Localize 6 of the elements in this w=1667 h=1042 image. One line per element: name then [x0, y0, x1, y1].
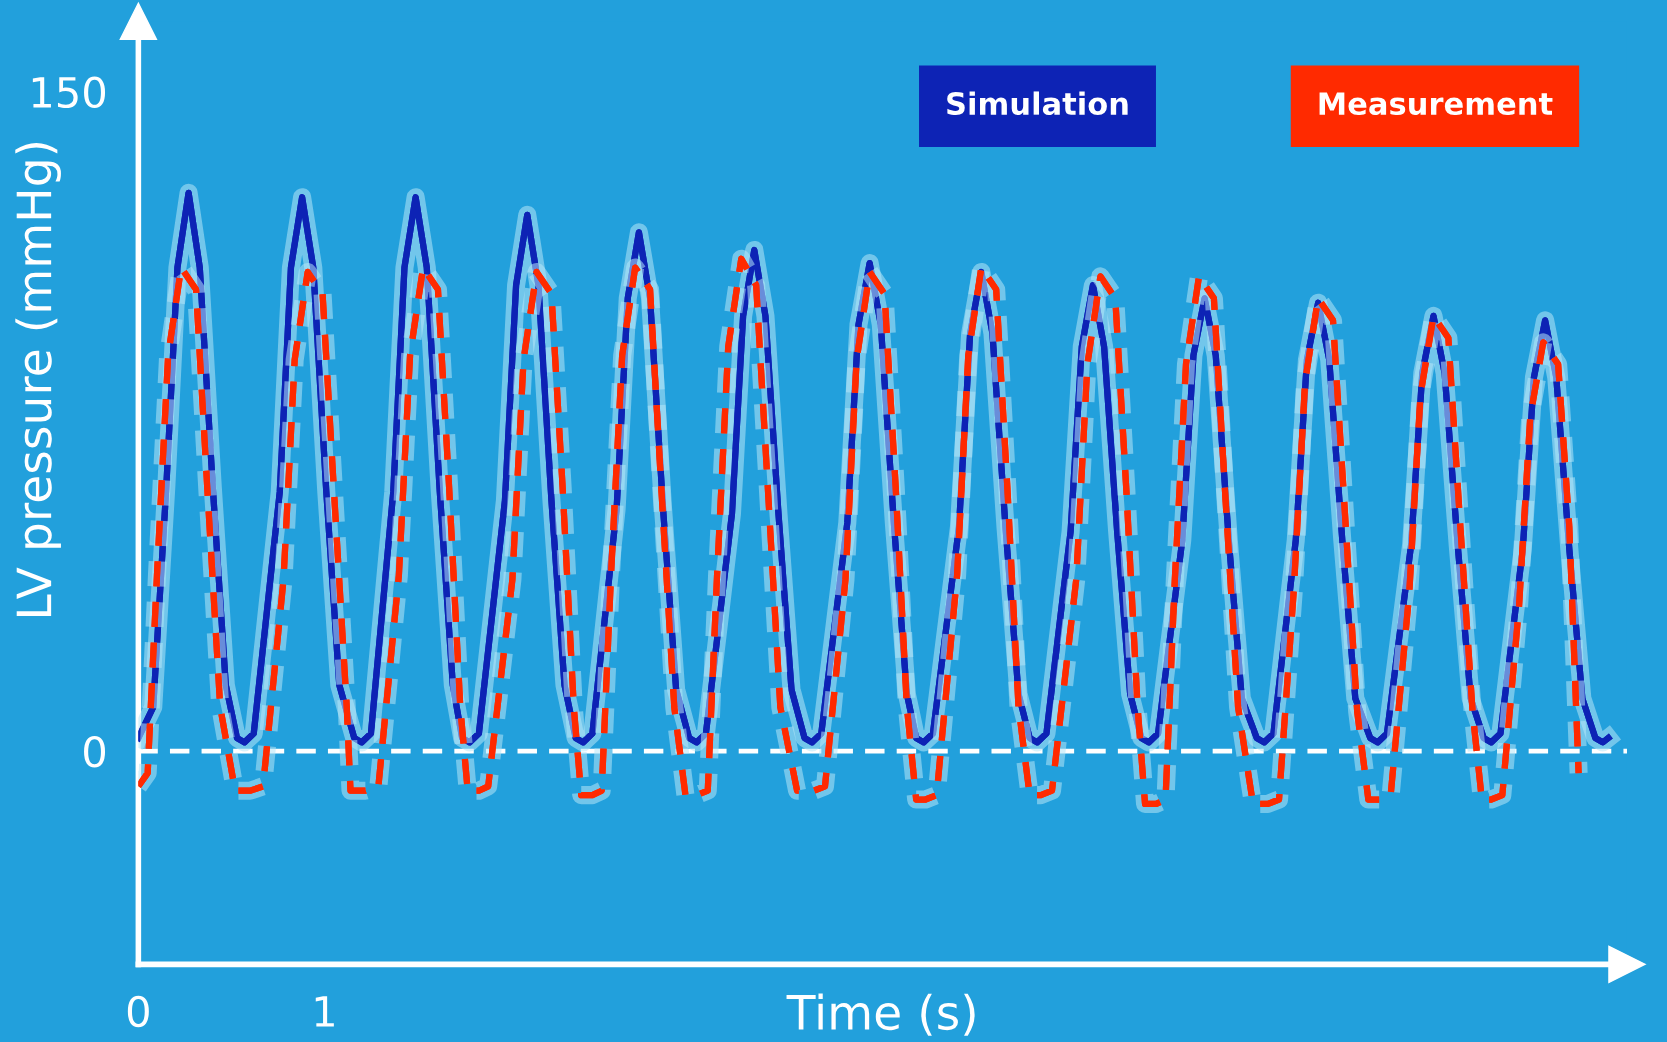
- y-tick-label: 150: [32, 76, 106, 109]
- y-axis-title: LV pressure (mmHg): [15, 142, 61, 616]
- x-tick-label: 1: [315, 996, 334, 1027]
- text: Measurement: [1319, 92, 1553, 116]
- text: Simulation: [947, 91, 1128, 116]
- x-axis-title: Time (s): [786, 993, 975, 1036]
